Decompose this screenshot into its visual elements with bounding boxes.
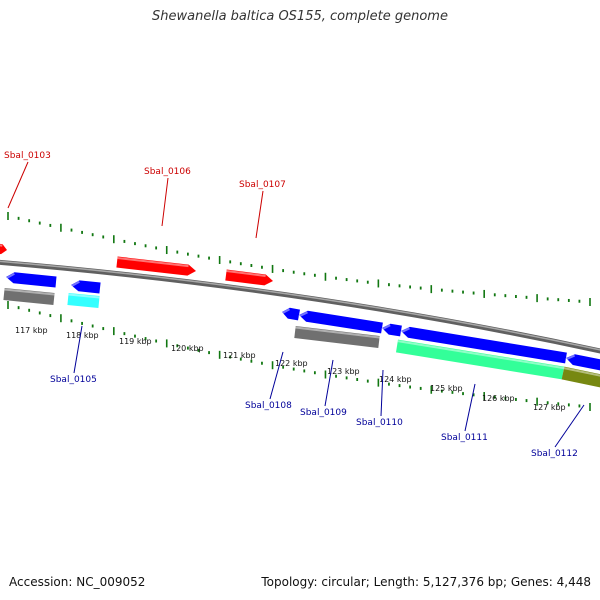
reverse-gene-label: Sbal_0109 bbox=[300, 408, 347, 418]
reverse-gene-arrow-highlight bbox=[5, 272, 15, 280]
reverse-gene-leader-line bbox=[324, 359, 334, 407]
pseudogene-box-highlight bbox=[4, 288, 55, 296]
forward-gene-arrow bbox=[116, 256, 196, 276]
reverse-gene-arrow bbox=[71, 280, 101, 294]
genome-backbone-highlight bbox=[0, 260, 600, 351]
reverse-gene-arrow-highlight bbox=[381, 324, 391, 331]
feature-track bbox=[0, 243, 600, 388]
reverse-gene-label: Sbal_0108 bbox=[245, 401, 292, 411]
scale-tick-label: 127 kbp bbox=[533, 403, 566, 412]
reverse-gene-label: Sbal_0110 bbox=[356, 418, 403, 428]
reverse-gene-leader-line bbox=[73, 325, 83, 374]
genome-backbone bbox=[0, 259, 600, 354]
scale-tick-label: 123 kbp bbox=[327, 367, 360, 376]
outer-tick-track bbox=[7, 212, 591, 306]
forward-gene-arrow-highlight bbox=[117, 257, 189, 268]
pseudogene-box-highlight bbox=[295, 326, 380, 339]
accession-text: Accession: NC_009052 bbox=[9, 575, 146, 589]
reverse-gene-leader-line bbox=[269, 351, 284, 400]
reverse-gene-arrow bbox=[299, 310, 383, 334]
inner-tick-track bbox=[7, 301, 591, 411]
forward-gene-arrow-highlight bbox=[226, 270, 266, 277]
reverse-gene-arrow-highlight bbox=[565, 354, 576, 361]
forward-gene-label: Sbal_0107 bbox=[239, 180, 286, 190]
reverse-gene-label: Sbal_0112 bbox=[531, 449, 578, 459]
rrna-gene-box-highlight bbox=[397, 340, 564, 370]
forward-gene-leader-line bbox=[7, 161, 29, 209]
rrna-gene-box bbox=[396, 339, 564, 380]
forward-gene-label: Sbal_0106 bbox=[144, 167, 191, 177]
forward-gene-label: Sbal_0103 bbox=[4, 151, 51, 161]
reverse-gene-arrow-highlight bbox=[70, 280, 80, 288]
forward-gene-arrow-highlight bbox=[0, 244, 3, 247]
scale-tick-label: 121 kbp bbox=[223, 351, 256, 360]
pseudogene-box bbox=[294, 326, 380, 348]
reverse-gene-arrow bbox=[282, 307, 300, 321]
scale-tick-label: 117 kbp bbox=[15, 326, 48, 335]
scale-tick-label: 118 kbp bbox=[66, 331, 99, 340]
misc-feature-box bbox=[561, 366, 600, 388]
trna-gene-box-highlight bbox=[68, 293, 100, 299]
forward-gene-arrow bbox=[225, 269, 273, 286]
pseudogene-box bbox=[3, 288, 55, 305]
scale-tick-label: 126 kbp bbox=[482, 394, 515, 403]
scale-tick-label: 124 kbp bbox=[379, 375, 412, 384]
map-title: Shewanella baltica OS155, complete genom… bbox=[152, 9, 448, 24]
forward-gene-leader-line bbox=[255, 190, 264, 239]
reverse-gene-arrow-highlight bbox=[281, 308, 290, 315]
forward-gene-leader-line bbox=[161, 177, 169, 227]
reverse-gene-arrow-highlight bbox=[400, 327, 410, 334]
reverse-gene-arrow-highlight bbox=[298, 311, 308, 318]
reverse-gene-arrow bbox=[6, 272, 57, 288]
reverse-gene-arrow bbox=[401, 326, 567, 364]
reverse-gene-arrow bbox=[382, 323, 402, 337]
reverse-gene-label: Sbal_0105 bbox=[50, 375, 97, 385]
reverse-gene-leader-line bbox=[464, 383, 476, 432]
scale-tick-label: 120 kbp bbox=[171, 344, 204, 353]
scale-tick-label: 122 kbp bbox=[275, 359, 308, 368]
trna-gene-box bbox=[67, 293, 100, 308]
gene-labels: Sbal_0103 Sbal_0106 Sbal_0107 Sbal_0105 Sbal… bbox=[4, 151, 585, 459]
scale-tick-label: 119 kbp bbox=[119, 337, 152, 346]
forward-gene-arrow bbox=[0, 243, 7, 255]
reverse-gene-leader-line bbox=[554, 404, 585, 448]
topology-text: Topology: circular; Length: 5,127,376 bp… bbox=[261, 575, 591, 589]
reverse-gene-label: Sbal_0111 bbox=[441, 433, 488, 443]
scale-labels: 117 kbp 118 kbp 119 kbp 120 kbp 121 kbp 122 k… bbox=[15, 326, 566, 412]
reverse-gene-arrow bbox=[566, 354, 600, 371]
reverse-gene-leader-line bbox=[380, 369, 384, 417]
scale-tick-label: 125 kbp bbox=[430, 384, 463, 393]
